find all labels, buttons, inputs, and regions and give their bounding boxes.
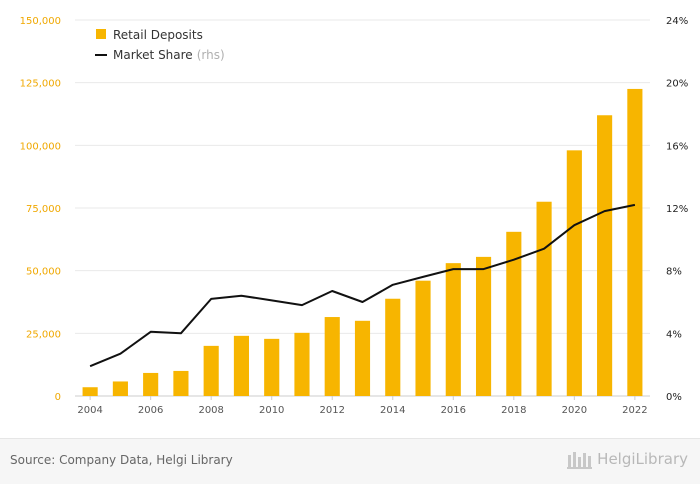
bar-2012 [324,317,340,396]
bar-2022 [627,88,643,396]
x-axis: 2004 2006 2008 2010 2012 2014 2016 2018 2020 2022 [77,396,648,416]
y-right-tick-label: 16% [666,141,688,152]
x-tick-label: 2020 [562,405,587,416]
library-icon [567,452,593,469]
y-right-tick-label: 0% [666,392,682,403]
y-axis-right: 0% 4% 8% 12% 16% 20% 24% [666,16,688,403]
y-left-tick-label: 0 [55,392,61,403]
bar-2009 [233,335,250,396]
legend-swatch-retail-deposits [96,29,106,39]
bar-2004 [82,387,98,396]
legend: Retail Deposits Market Share (rhs) [95,28,225,62]
line-series [89,203,636,368]
y-axis-left: 0 25,000 50,000 75,000 100,000 125,000 150,000 [20,16,61,403]
y-left-tick-label: 125,000 [20,79,61,90]
y-left-tick-label: 50,000 [26,267,61,278]
bar-2015 [415,280,431,396]
brand-name: HelgiLibrary [597,450,688,468]
legend-label-market-share-suffix: (rhs) [197,48,225,62]
bar-2016 [445,263,461,396]
chart: 0 25,000 50,000 75,000 100,000 125,000 150,000… [20,16,689,416]
bar-2010 [264,338,280,396]
bar-2014 [385,298,401,396]
market-share-line [89,203,636,368]
y-left-tick-label: 25,000 [26,329,61,340]
y-right-tick-label: 12% [666,204,688,215]
brand-logo: HelgiLibrary [567,449,688,469]
x-tick-label: 2010 [259,405,284,416]
bar-2021 [597,115,613,397]
x-tick-label: 2012 [320,405,345,416]
bar-2007 [173,370,189,396]
y-left-tick-label: 100,000 [20,141,61,152]
source-note: Source: Company Data, Helgi Library [10,453,233,467]
bar-2005 [112,381,128,396]
y-left-tick-label: 75,000 [26,204,61,215]
x-tick-label: 2004 [77,405,102,416]
x-tick-label: 2014 [380,405,405,416]
legend-label-market-share: Market Share (rhs) [113,48,225,62]
bar-2017 [475,256,492,396]
bar-2019 [536,201,552,396]
bar-2006 [143,372,159,396]
bar-2020 [566,150,582,396]
legend-label-market-share-text: Market Share [113,48,193,62]
y-right-tick-label: 4% [666,329,682,340]
x-tick-label: 2022 [622,405,647,416]
footer: Source: Company Data, Helgi Library Helg… [0,438,700,484]
x-tick-label: 2016 [441,405,466,416]
x-tick-label: 2008 [198,405,223,416]
bar-2008 [203,345,219,396]
bars [82,88,643,397]
y-left-tick-label: 150,000 [20,16,61,27]
y-right-tick-label: 24% [666,16,688,27]
bar-2018 [506,231,522,396]
y-right-tick-label: 20% [666,79,688,90]
y-right-tick-label: 8% [666,267,682,278]
legend-label-retail-deposits: Retail Deposits [113,28,203,42]
x-tick-label: 2006 [138,405,163,416]
bar-2013 [354,320,371,396]
bar-2011 [294,332,310,396]
x-tick-label: 2018 [501,405,526,416]
